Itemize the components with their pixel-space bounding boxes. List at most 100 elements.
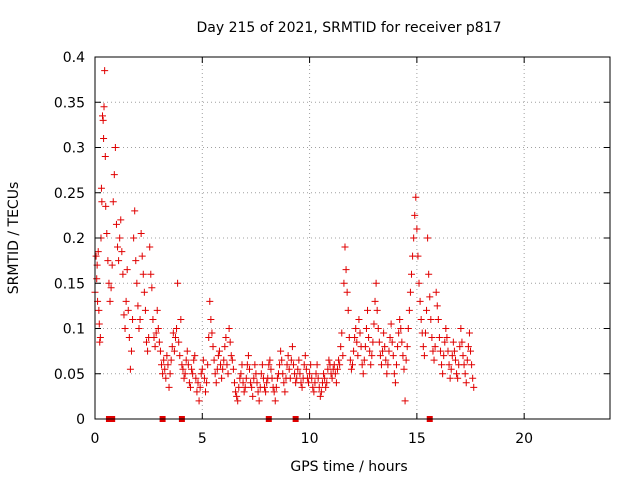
data-point bbox=[241, 383, 249, 391]
data-point bbox=[306, 370, 314, 378]
data-point bbox=[93, 275, 101, 283]
data-point bbox=[112, 220, 120, 228]
data-point bbox=[371, 297, 379, 305]
data-point bbox=[374, 325, 382, 332]
data-point bbox=[453, 370, 461, 378]
data-point bbox=[111, 144, 119, 151]
data-point bbox=[168, 343, 176, 351]
data-point bbox=[251, 361, 259, 369]
data-point bbox=[102, 202, 110, 210]
data-point bbox=[227, 352, 235, 360]
data-point bbox=[184, 361, 192, 369]
data-point bbox=[286, 374, 294, 382]
data-point bbox=[192, 374, 200, 382]
data-point bbox=[210, 356, 218, 364]
data-point bbox=[249, 392, 257, 400]
data-point bbox=[100, 103, 108, 111]
data-point bbox=[343, 288, 351, 296]
data-point bbox=[375, 338, 383, 346]
x-tick-label: 5 bbox=[198, 431, 207, 447]
data-point bbox=[134, 302, 142, 310]
data-point bbox=[432, 288, 440, 296]
data-point bbox=[162, 374, 170, 382]
data-point bbox=[332, 379, 340, 387]
data-point bbox=[420, 352, 428, 360]
data-point bbox=[336, 361, 344, 369]
data-point bbox=[265, 361, 273, 369]
data-point bbox=[444, 347, 452, 355]
x-tick-label: 0 bbox=[91, 431, 100, 447]
data-point bbox=[467, 347, 475, 355]
data-point bbox=[219, 365, 227, 373]
data-point bbox=[349, 361, 356, 369]
data-point bbox=[109, 198, 117, 206]
data-point bbox=[130, 234, 138, 242]
data-point bbox=[123, 266, 131, 274]
data-point bbox=[234, 397, 242, 405]
data-point bbox=[108, 261, 116, 269]
data-point bbox=[446, 374, 454, 382]
data-point bbox=[317, 388, 325, 396]
data-point bbox=[325, 356, 333, 364]
data-point bbox=[95, 320, 103, 328]
data-point bbox=[314, 374, 322, 382]
data-point bbox=[235, 383, 243, 391]
data-point bbox=[340, 279, 348, 287]
data-point bbox=[342, 266, 350, 274]
data-point bbox=[308, 374, 316, 382]
data-point bbox=[459, 352, 467, 360]
data-point bbox=[242, 374, 250, 382]
data-point bbox=[96, 338, 104, 346]
data-point bbox=[154, 325, 162, 332]
data-point bbox=[138, 252, 146, 260]
data-point bbox=[406, 288, 414, 296]
data-point bbox=[448, 352, 456, 360]
data-point bbox=[307, 361, 315, 369]
data-point bbox=[126, 365, 134, 373]
data-point bbox=[382, 356, 390, 364]
data-point bbox=[206, 297, 214, 305]
data-point bbox=[202, 388, 210, 396]
data-point bbox=[272, 383, 280, 391]
data-point bbox=[323, 379, 331, 387]
data-point bbox=[427, 315, 435, 323]
data-point bbox=[133, 279, 141, 287]
data-point bbox=[294, 365, 302, 373]
data-point bbox=[302, 365, 310, 373]
data-point bbox=[119, 270, 127, 278]
data-point bbox=[412, 193, 420, 201]
data-point bbox=[116, 234, 124, 242]
y-tick-label: 0.25 bbox=[54, 186, 85, 202]
chart-title: Day 215 of 2021, SRMTID for receiver p81… bbox=[196, 20, 501, 36]
data-point bbox=[390, 370, 398, 378]
data-point bbox=[386, 334, 394, 342]
data-point bbox=[175, 338, 183, 346]
data-point bbox=[270, 388, 278, 396]
data-point bbox=[347, 365, 355, 373]
data-point bbox=[135, 325, 143, 332]
data-point bbox=[442, 325, 450, 332]
data-point bbox=[384, 361, 392, 369]
data-point bbox=[254, 388, 262, 396]
data-point bbox=[197, 370, 205, 378]
data-point bbox=[220, 356, 228, 364]
data-point bbox=[156, 347, 164, 355]
data-point bbox=[152, 329, 160, 337]
data-point bbox=[188, 365, 196, 373]
data-point bbox=[155, 338, 163, 346]
data-point bbox=[309, 383, 317, 391]
data-point bbox=[99, 112, 107, 120]
data-point bbox=[335, 356, 343, 364]
data-point bbox=[237, 370, 245, 378]
data-point bbox=[413, 225, 421, 233]
data-point bbox=[366, 347, 374, 355]
data-point bbox=[296, 370, 304, 378]
data-point bbox=[164, 361, 172, 369]
data-point bbox=[203, 379, 211, 387]
data-point bbox=[209, 343, 217, 351]
ticks-layer bbox=[94, 56, 610, 420]
data-point bbox=[144, 347, 152, 355]
data-point bbox=[443, 334, 451, 342]
data-point bbox=[140, 288, 148, 296]
data-point bbox=[433, 302, 441, 310]
